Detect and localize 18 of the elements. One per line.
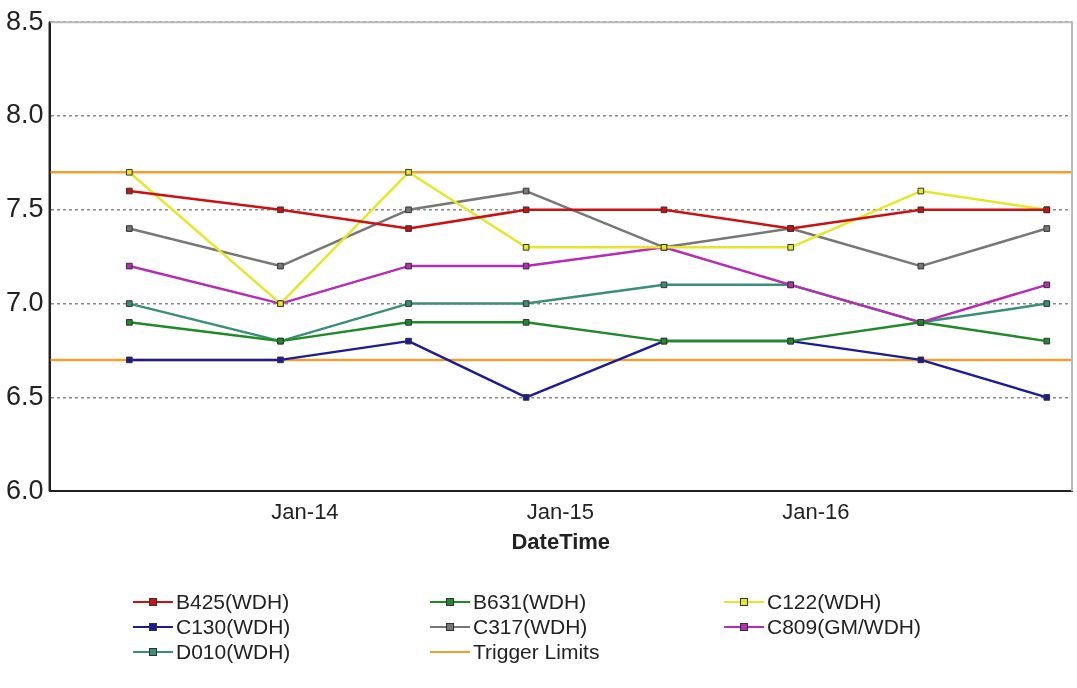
x-tick-label: Jan-15 — [526, 499, 595, 525]
y-tick-label: 6.5 — [5, 380, 44, 411]
y-tick-label: 8.5 — [5, 5, 44, 36]
legend-label: B631(WDH) — [473, 590, 587, 614]
legend-label: C122(WDH) — [767, 590, 882, 614]
y-tick-label: 6.0 — [5, 474, 44, 505]
legend-label: C130(WDH) — [176, 615, 291, 639]
x-axis-title: DateTime — [511, 528, 611, 554]
y-tick-label: 8.0 — [5, 99, 44, 130]
legend-label: C317(WDH) — [473, 615, 588, 639]
legend-label: D010(WDH) — [176, 640, 291, 664]
x-tick-label: Jan-14 — [271, 499, 339, 525]
y-tick-label: 7.0 — [5, 287, 44, 318]
legend-label: Trigger Limits — [473, 640, 600, 664]
y-tick-label: 7.5 — [5, 193, 44, 224]
x-tick-label: Jan-16 — [782, 499, 850, 525]
legend-label: C809(GM/WDH) — [767, 615, 922, 639]
legend-label: B425(WDH) — [176, 590, 290, 614]
